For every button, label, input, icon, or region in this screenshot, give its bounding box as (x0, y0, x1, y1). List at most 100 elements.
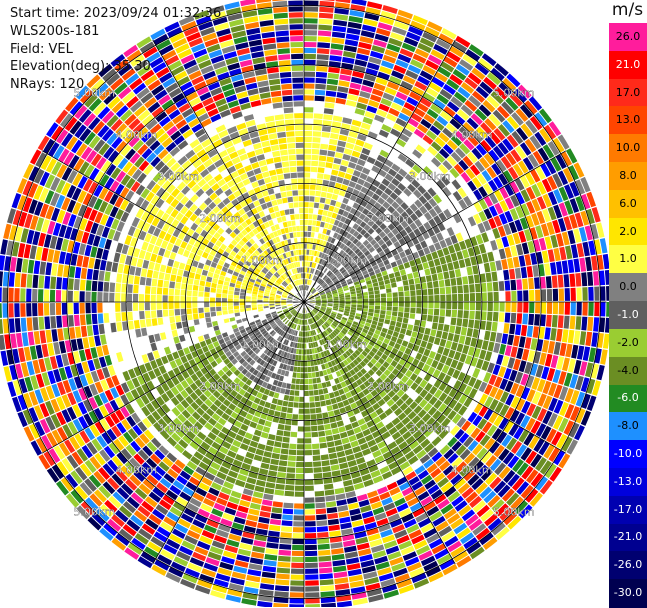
range-bin (270, 404, 277, 410)
range-bin (424, 269, 430, 276)
range-bin (406, 330, 412, 337)
range-bin (157, 310, 163, 317)
range-bin (449, 325, 455, 333)
range-bin (151, 295, 156, 302)
range-bin (103, 292, 108, 302)
range-bin (283, 503, 293, 509)
range-bin (588, 302, 593, 316)
range-bin (582, 287, 587, 301)
range-bin (321, 132, 330, 138)
range-bin (375, 302, 380, 306)
range-bin (375, 306, 380, 310)
range-bin (347, 28, 361, 35)
range-bin (44, 290, 49, 303)
range-bin (420, 256, 427, 263)
range-bin (363, 299, 368, 302)
range-bin (253, 491, 263, 498)
range-bin (100, 334, 107, 345)
range-bin (305, 563, 318, 568)
range-bin (413, 325, 419, 332)
range-bin (291, 575, 304, 580)
range-bin (345, 297, 350, 300)
range-bin (470, 293, 475, 301)
range-bin (330, 422, 337, 428)
range-bin (427, 315, 433, 322)
range-bin (316, 78, 327, 84)
range-bin (323, 210, 328, 216)
range-bin (318, 431, 325, 437)
range-bin (580, 331, 587, 345)
range-bin (292, 557, 305, 562)
range-bin (492, 322, 498, 332)
range-bin (527, 266, 533, 278)
range-bin (475, 284, 481, 293)
range-bin (320, 443, 328, 449)
range-bin (350, 156, 359, 163)
range-bin (304, 6, 318, 11)
range-bin (484, 331, 491, 341)
range-bin (316, 377, 321, 383)
range-bin (329, 530, 341, 537)
range-bin (33, 317, 39, 330)
range-bin (307, 355, 310, 360)
range-bin (505, 247, 512, 258)
range-bin (331, 398, 337, 404)
range-bin (44, 303, 49, 316)
range-bin (568, 260, 575, 274)
range-bin (234, 295, 239, 299)
range-bin (253, 540, 266, 547)
range-bin (195, 274, 201, 280)
range-bin (310, 185, 316, 190)
range-bin (304, 36, 317, 41)
range-bin (310, 408, 316, 413)
range-bin (345, 39, 358, 46)
range-bin (181, 309, 186, 315)
range-bin (34, 261, 41, 275)
range-bin (189, 272, 195, 279)
range-bin (32, 289, 37, 302)
range-bin (306, 256, 309, 261)
range-bin (458, 294, 463, 302)
range-bin (275, 484, 285, 490)
range-bin (343, 179, 350, 186)
range-bin (330, 459, 339, 465)
range-bin (585, 257, 592, 271)
range-bin (192, 260, 199, 267)
range-bin (399, 297, 404, 302)
range-bin (293, 521, 304, 526)
range-bin (324, 484, 334, 490)
range-bin (521, 267, 527, 278)
range-bin (93, 270, 99, 281)
range-bin (190, 266, 196, 273)
range-bin (254, 486, 264, 493)
range-bin (298, 361, 301, 366)
range-bin (575, 316, 581, 330)
range-bin (328, 411, 335, 417)
range-bin (456, 251, 463, 260)
range-bin (585, 332, 592, 346)
range-bin (453, 334, 460, 343)
range-bin (357, 293, 362, 296)
range-bin (332, 194, 339, 200)
range-bin (304, 244, 307, 249)
range-bin (330, 542, 342, 549)
range-bin (336, 177, 343, 184)
range-bin (474, 274, 480, 283)
range-bin (542, 340, 549, 353)
range-bin (569, 274, 575, 287)
range-bin (305, 438, 312, 443)
range-bin (284, 425, 291, 431)
range-bin (315, 491, 325, 497)
range-bin (337, 505, 348, 512)
range-bin (408, 279, 414, 285)
range-bin (581, 272, 587, 286)
range-bin (115, 303, 120, 312)
range-bin (312, 449, 320, 455)
range-bin (261, 432, 269, 439)
range-bin (447, 227, 455, 236)
range-bin (339, 75, 351, 82)
range-bin (593, 271, 599, 286)
range-bin (164, 347, 171, 355)
range-bin (472, 265, 479, 274)
range-bin (507, 258, 514, 269)
